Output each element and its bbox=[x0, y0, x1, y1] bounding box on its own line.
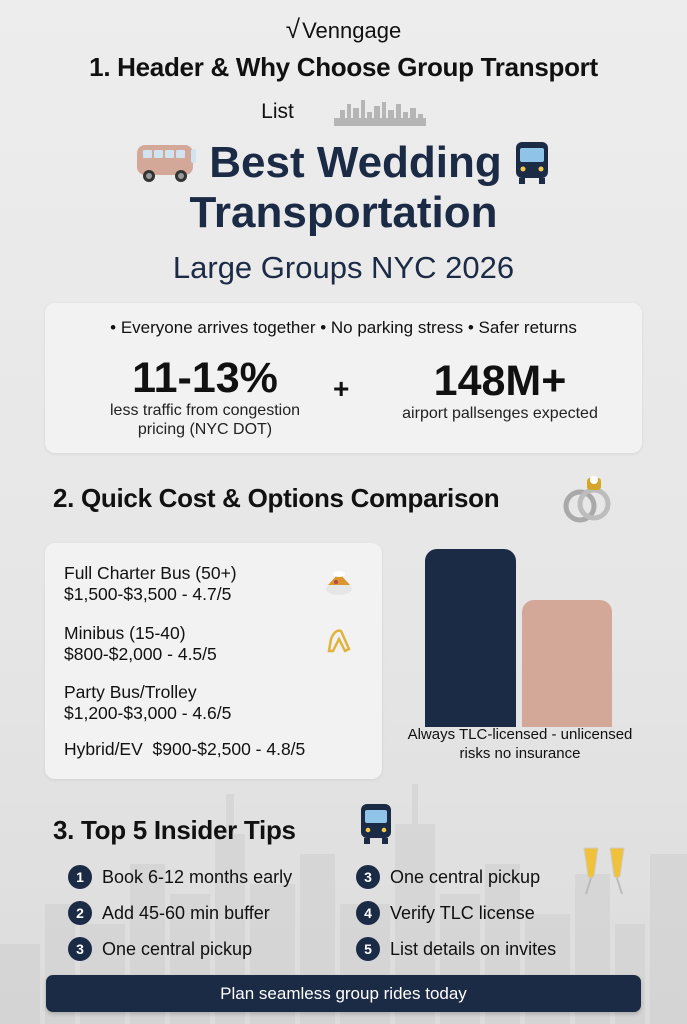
stat-value: 11-13% bbox=[132, 354, 278, 402]
caption-line1: Always TLC-licensed - unlicensed bbox=[407, 726, 633, 743]
tip-number: 1 bbox=[68, 865, 92, 889]
bar-caption: Always TLC-licensed - unlicensed risks n… bbox=[385, 725, 655, 763]
hero-line-2: Transportation bbox=[189, 188, 498, 237]
tip-item: 3 One central pickup bbox=[68, 937, 252, 961]
tip-item: 2 Add 45-60 min buffer bbox=[68, 901, 270, 925]
cta-banner[interactable]: Plan seamless group rides today bbox=[46, 975, 641, 1012]
stat-label-line1: airport pallsenges expected bbox=[402, 405, 598, 422]
hero-title: Best Wedding Transportation bbox=[0, 138, 687, 238]
bar-licensed bbox=[425, 549, 516, 727]
tip-number: 4 bbox=[356, 901, 380, 925]
stat-traffic: 11-13% less traffic from congestion pric… bbox=[75, 355, 335, 439]
logo-mark: √ bbox=[285, 14, 301, 44]
caption-line2: risks no insurance bbox=[459, 745, 581, 762]
tip-text: Add 45-60 min buffer bbox=[102, 902, 270, 923]
option-charter-bus: Full Charter Bus (50+) $1,500-$3,500 - 4… bbox=[64, 563, 237, 605]
tip-text: One central pickup bbox=[102, 938, 253, 959]
why-card: • Everyone arrives together • No parking… bbox=[45, 303, 642, 453]
tip-text: Verify TLC license bbox=[390, 902, 535, 923]
option-name: Full Charter Bus (50+) bbox=[64, 563, 237, 583]
bar-unlicensed bbox=[522, 600, 612, 727]
tip-item: 4 Verify TLC license bbox=[356, 901, 535, 925]
hero-subtitle: Large Groups NYC 2026 bbox=[172, 250, 515, 285]
stat-value: 148M+ bbox=[433, 357, 567, 405]
mini-skyline-icon bbox=[333, 100, 426, 126]
tip-text: List details on invites bbox=[390, 938, 557, 959]
champagne-toast-icon bbox=[583, 847, 625, 895]
cake-icon bbox=[326, 571, 352, 595]
tip-text: One central pickup bbox=[390, 866, 541, 887]
high-heel-icon bbox=[327, 629, 351, 653]
tip-text: Book 6-12 months early bbox=[102, 866, 293, 887]
option-name: Party Bus/Trolley bbox=[64, 682, 197, 702]
list-row: List bbox=[0, 98, 687, 126]
stat-label-line2: pricing (NYC DOT) bbox=[137, 421, 273, 438]
tip-number: 3 bbox=[356, 865, 380, 889]
option-name: Minibus (15-40) bbox=[64, 623, 186, 643]
benefits-bullets: • Everyone arrives together • No parking… bbox=[110, 318, 577, 337]
tip-item: 3 One central pickup bbox=[356, 865, 540, 889]
wedding-rings-icon bbox=[563, 476, 611, 523]
cost-options-card: Full Charter Bus (50+) $1,500-$3,500 - 4… bbox=[45, 543, 382, 779]
section-1-title: 1. Header & Why Choose Group Transport bbox=[89, 52, 598, 82]
option-detail: $1,200-$3,000 - 4.6/5 bbox=[64, 703, 232, 723]
tip-number: 3 bbox=[68, 937, 92, 961]
option-minibus: Minibus (15-40) $800-$2,000 - 4.5/5 bbox=[64, 623, 217, 665]
pink-bus-icon bbox=[137, 145, 197, 182]
option-detail: $1,500-$3,500 - 4.7/5 bbox=[64, 584, 232, 604]
tip-item: 1 Book 6-12 months early bbox=[68, 865, 292, 889]
option-detail: $800-$2,000 - 4.5/5 bbox=[64, 644, 217, 664]
option-hybrid-ev: Hybrid/EV $900-$2,500 - 4.8/5 bbox=[64, 739, 305, 760]
navy-bus-icon bbox=[515, 142, 548, 184]
hero-line-1: Best Wedding bbox=[209, 138, 502, 187]
stat-airport: 148M+ airport pallsenges expected bbox=[365, 358, 635, 423]
option-detail: $900-$2,500 - 4.8/5 bbox=[152, 739, 306, 759]
venngage-logo: √Venngage bbox=[0, 14, 687, 45]
option-name: Hybrid/EV bbox=[64, 739, 143, 759]
tip-number: 2 bbox=[68, 901, 92, 925]
bus-front-icon bbox=[361, 804, 391, 844]
section-2-title: 2. Quick Cost & Options Comparison bbox=[53, 483, 500, 513]
option-party-bus: Party Bus/Trolley $1,200-$3,000 - 4.6/5 bbox=[64, 682, 231, 724]
stat-label-line1: less traffic from congestion bbox=[109, 402, 300, 419]
tip-number: 5 bbox=[356, 937, 380, 961]
plus-sign: + bbox=[333, 373, 350, 404]
logo-text: Venngage bbox=[302, 18, 402, 43]
tip-item: 5 List details on invites bbox=[356, 937, 556, 961]
list-label: List bbox=[261, 100, 294, 123]
section-3-title: 3. Top 5 Insider Tips bbox=[53, 815, 296, 845]
